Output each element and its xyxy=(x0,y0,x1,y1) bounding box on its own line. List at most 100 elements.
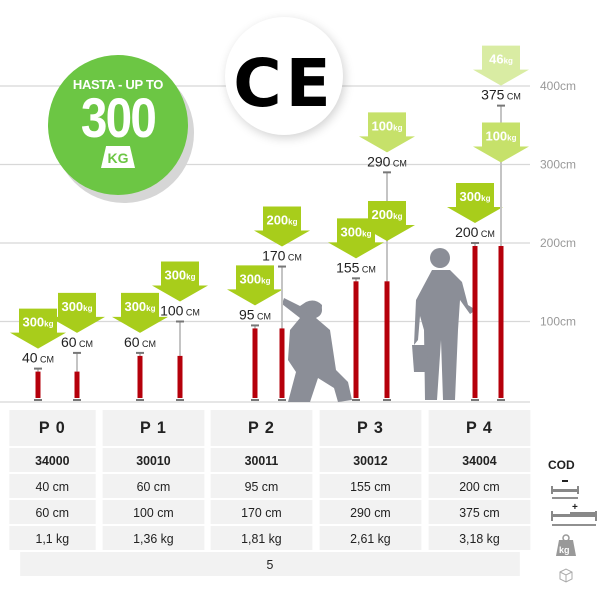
load-arrow: 300kg xyxy=(152,261,208,302)
worker-kneeling-silhouette xyxy=(282,298,352,402)
prop-tube xyxy=(353,281,359,398)
axis-tick-label: 100cm xyxy=(540,315,576,329)
load-arrow: 100kg xyxy=(359,112,415,153)
model-cell: P 0 xyxy=(9,410,96,446)
prop-p0-extended: 60 CM 300kg xyxy=(49,292,105,401)
load-arrow: 200kg xyxy=(254,206,310,247)
code-cell: 34004 xyxy=(428,448,531,472)
arrow-shape xyxy=(112,292,168,333)
load-label: 300kg xyxy=(239,271,270,286)
ce-logo: CE xyxy=(233,45,335,122)
min-length-icon xyxy=(551,480,579,499)
load-arrow: 300kg xyxy=(10,308,66,349)
prop-tube xyxy=(252,328,258,398)
arrow-shape xyxy=(359,112,415,153)
prop-tube xyxy=(74,371,80,398)
load-label: 100kg xyxy=(371,118,402,133)
prop-p1-closed: 60 CM 300kg xyxy=(112,292,168,401)
model-cell: P 1 xyxy=(102,410,204,446)
load-label: 300kg xyxy=(164,268,195,283)
axis-tick-label: 300cm xyxy=(540,158,576,172)
max-length-icon: + xyxy=(551,502,597,526)
weight-icon: KG xyxy=(101,146,135,168)
code-cell: 30010 xyxy=(102,448,204,472)
prop-p4-closed: 200 CM 300kg xyxy=(447,183,503,401)
load-label: 300kg xyxy=(124,299,155,314)
axis-tick-label: 200cm xyxy=(540,236,576,250)
prop-tube xyxy=(35,371,41,398)
load-label: 300kg xyxy=(340,224,371,239)
legend-icons: + kg xyxy=(551,480,597,583)
weight-row: 1,1 kg 1,36 kg 1,81 kg 2,61 kg 3,18 kg xyxy=(7,526,533,550)
axis-tick-label: 400cm xyxy=(540,79,576,93)
load-arrow: 200kg xyxy=(359,201,415,241)
code-cell: 30011 xyxy=(211,448,313,472)
max-cell: 100 cm xyxy=(102,500,204,524)
weight-cell: 3,18 kg xyxy=(428,526,531,550)
standing-head xyxy=(430,248,450,268)
max-cell: 60 cm xyxy=(9,500,96,524)
badge-value: 300 xyxy=(80,86,157,149)
weight-cell: 1,1 kg xyxy=(9,526,96,550)
load-arrow: 300kg xyxy=(447,183,503,223)
height-label: 290 CM xyxy=(367,153,407,169)
prop-p4-extended: 375 CM 100kg 46kg xyxy=(473,45,529,401)
arrow-shape xyxy=(152,261,208,302)
kneeling-head xyxy=(306,302,322,318)
prop-p3-extended: 290 CM 200kg 100kg xyxy=(359,112,415,401)
height-label: 170 CM xyxy=(262,248,302,264)
arrow-shape xyxy=(473,45,529,86)
props-illustration: 100cm 200cm 300cm 400cm 40 CM 300kg 60 CM 300kg… xyxy=(0,45,576,403)
code-cell: 34000 xyxy=(9,448,96,472)
prop-tube xyxy=(279,328,285,398)
height-label: 155 CM xyxy=(336,259,376,275)
load-label: 200kg xyxy=(371,207,402,222)
standing-body xyxy=(414,270,476,400)
arrow-shape xyxy=(254,206,310,247)
load-label: 100kg xyxy=(485,129,516,144)
package-row: 5 xyxy=(7,552,533,576)
code-row: 34000 30010 30011 30012 34004 xyxy=(7,448,533,472)
max-cell: 170 cm xyxy=(211,500,313,524)
height-label: 40 CM xyxy=(22,350,54,366)
model-cell: P 3 xyxy=(319,410,422,446)
ce-mark: CE xyxy=(225,17,343,135)
max-cell: 290 cm xyxy=(319,500,422,524)
prop-p2-closed: 95 CM 300kg xyxy=(227,265,283,401)
arrow-shape xyxy=(227,265,283,306)
height-label: 100 CM xyxy=(160,303,200,319)
min-cell: 95 cm xyxy=(211,474,313,498)
arrow-shape xyxy=(447,183,503,223)
svg-text:kg: kg xyxy=(559,545,570,555)
load-arrow: 46kg xyxy=(473,45,529,86)
badge-unit: KG xyxy=(107,150,129,166)
model-cell: P 4 xyxy=(428,410,531,446)
min-cell: 200 cm xyxy=(428,474,531,498)
min-cell: 155 cm xyxy=(319,474,422,498)
height-label: 200 CM xyxy=(455,224,495,240)
badge-caption: HASTA - UP TO xyxy=(72,77,164,92)
height-label: 95 CM xyxy=(239,306,271,322)
weight-cell: 2,61 kg xyxy=(319,526,422,550)
arrow-shape xyxy=(49,292,105,333)
code-label: COD xyxy=(548,458,575,472)
height-label: 60 CM xyxy=(61,334,93,350)
package-qty-cell: 5 xyxy=(20,552,520,576)
min-length-row: 40 cm 60 cm 95 cm 155 cm 200 cm xyxy=(7,474,533,498)
load-arrow: 300kg xyxy=(49,292,105,333)
weight-cell: 1,81 kg xyxy=(211,526,313,550)
svg-text:+: + xyxy=(572,502,578,513)
load-label: 300kg xyxy=(61,299,92,314)
prop-tube xyxy=(177,355,183,398)
load-arrow: 300kg xyxy=(112,292,168,333)
prop-tube xyxy=(472,246,478,398)
load-label: 300kg xyxy=(22,315,53,330)
max-cell: 375 cm xyxy=(428,500,531,524)
prop-p1-extended: 100 CM 300kg xyxy=(152,261,208,401)
code-cell: 30012 xyxy=(319,448,422,472)
arrow-shape xyxy=(473,122,529,163)
arrow-shape xyxy=(359,201,415,241)
load-label: 200kg xyxy=(266,213,297,228)
height-label: 60 CM xyxy=(124,334,156,350)
prop-tube xyxy=(384,281,390,398)
